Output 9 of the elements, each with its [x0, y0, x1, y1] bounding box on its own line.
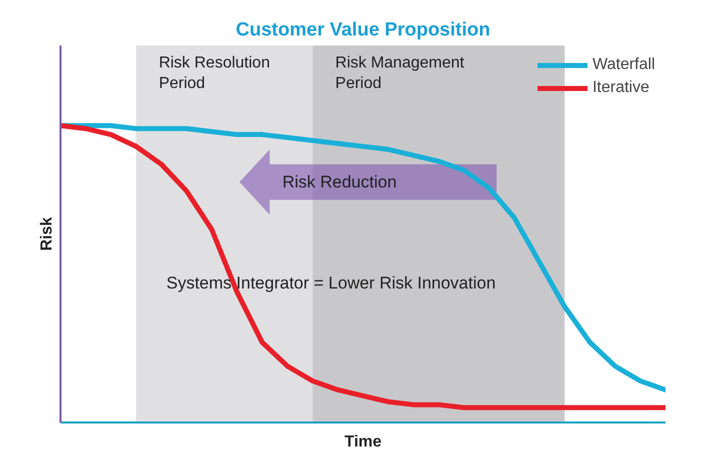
text: Risk Resolution Period [158, 54, 270, 92]
annotation: Systems Integrator = Lower Risk Innovation [166, 273, 496, 292]
text: Risk Management Period [335, 54, 465, 92]
y-axis-title: Risk [38, 217, 56, 251]
legend-label: Waterfall [592, 56, 655, 74]
annotation: Risk Reduction [282, 172, 397, 192]
legend-label: Iterative [592, 79, 650, 97]
x-axis-title: Time [344, 434, 382, 450]
chart-title: Customer Value Proposition [236, 20, 490, 40]
